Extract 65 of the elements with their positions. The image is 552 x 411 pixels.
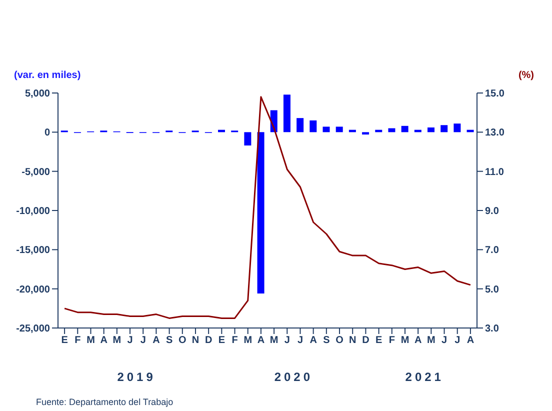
y-tick-label: 5,000	[24, 88, 50, 100]
x-tick-label: A	[310, 335, 317, 346]
x-tick-label: S	[166, 335, 173, 346]
y-axis-title: (var. en miles)	[14, 70, 81, 81]
x-tick-label: M	[270, 335, 278, 346]
y2-tick-label: 3.0	[485, 324, 500, 335]
x-tick-label: M	[86, 335, 95, 346]
bar	[336, 126, 343, 132]
y2-tick-label: 9.0	[485, 206, 500, 218]
y-tick-label: -15,000	[16, 245, 50, 256]
y-tick-label: -20,000	[16, 284, 50, 296]
y-tick-label: -25,000	[16, 324, 50, 335]
bar	[257, 132, 264, 294]
x-tick-label: O	[336, 335, 344, 346]
x-tick-label: F	[232, 335, 238, 346]
x-tick-label: S	[323, 335, 330, 346]
x-tick-label: M	[112, 335, 122, 346]
bar	[283, 94, 290, 132]
x-tick-label: J	[140, 335, 146, 346]
x-tick-label: F	[388, 335, 395, 346]
x-tick-label: D	[362, 335, 370, 346]
x-tick-label: J	[454, 335, 460, 346]
x-tick-label: J	[127, 335, 133, 346]
x-tick-label: A	[100, 335, 108, 346]
x-tick-label: A	[466, 335, 474, 346]
bar	[362, 132, 370, 135]
bar	[244, 132, 252, 146]
y-tick-label: -10,000	[16, 206, 50, 218]
text: 2020	[273, 370, 314, 384]
x-tick-label: F	[74, 335, 81, 346]
y2-tick-label: 7.0	[485, 245, 500, 256]
y2-tick-label: 5.0	[485, 284, 500, 296]
x-tick-label: M	[400, 335, 410, 346]
x-tick-label: J	[441, 335, 448, 346]
x-tick-label: E	[375, 335, 382, 346]
y2-tick-label: 11.0	[485, 166, 504, 178]
y2-axis-title: (%)	[518, 70, 534, 81]
x-tick-label: A	[414, 335, 422, 346]
y2-tick-label: 15.0	[485, 88, 505, 100]
x-tick-label: N	[192, 335, 200, 346]
y2-tick-label: 13.0	[485, 128, 505, 139]
y-tick-label: 0	[44, 128, 50, 139]
text: 2021	[404, 370, 445, 384]
bar	[428, 127, 435, 132]
x-tick-label: M	[427, 335, 436, 346]
bar	[322, 126, 330, 132]
x-tick-label: J	[297, 335, 304, 346]
bar	[454, 124, 461, 132]
x-tick-label: E	[61, 335, 68, 346]
x-tick-label: A	[257, 335, 265, 346]
bar	[401, 126, 408, 132]
bar	[310, 120, 317, 132]
bar	[296, 118, 304, 132]
x-tick-label: O	[178, 335, 186, 346]
text: 2019	[116, 370, 157, 384]
bar	[440, 125, 448, 132]
x-tick-label: A	[152, 335, 160, 346]
line-series	[64, 96, 472, 319]
x-tick-label: D	[204, 335, 212, 346]
x-tick-label: M	[244, 335, 252, 346]
x-tick-label: J	[284, 335, 290, 346]
x-tick-label: E	[218, 335, 226, 346]
source-note: Fuente: Departamento del Trabajo	[36, 397, 174, 407]
x-tick-label: N	[348, 335, 356, 346]
y-tick-label: -5,000	[22, 166, 50, 178]
